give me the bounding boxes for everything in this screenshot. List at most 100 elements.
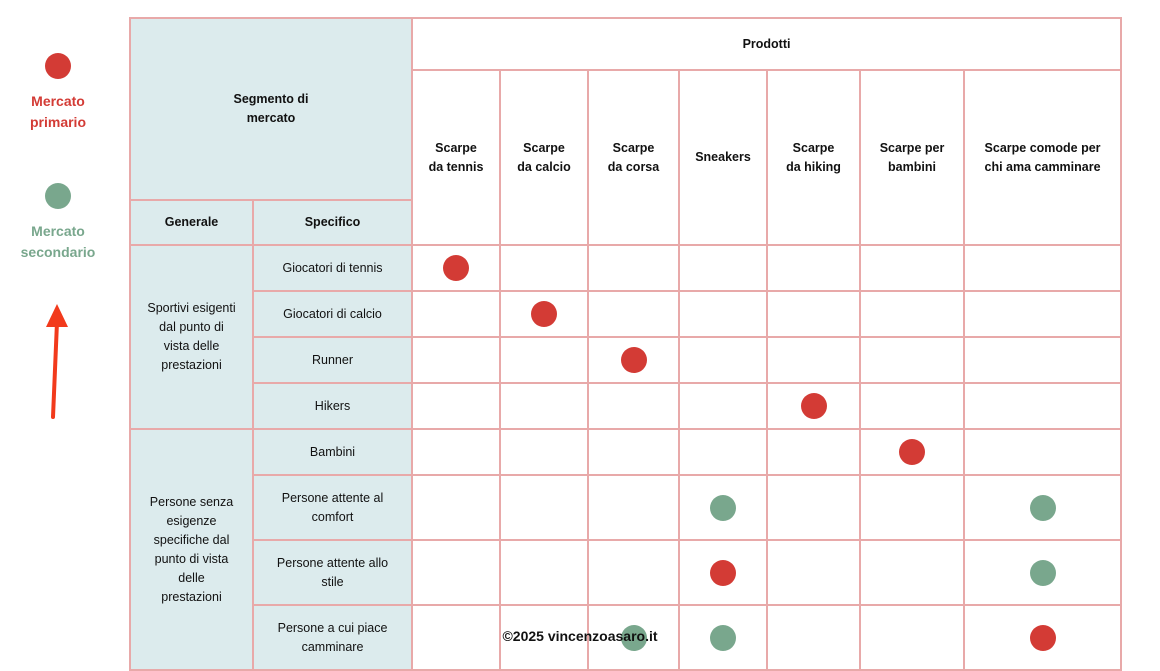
matrix-cell bbox=[499, 428, 590, 476]
secondary-market-dot bbox=[710, 494, 737, 521]
matrix-cell bbox=[766, 428, 862, 476]
matrix-cell bbox=[963, 428, 1123, 476]
matrix-cell bbox=[859, 474, 966, 541]
secondary-market-dot-icon bbox=[45, 183, 71, 209]
matrix-cell bbox=[766, 244, 862, 292]
products-row: Scarpe da tennis Scarpe da calcio Scarpe da c… bbox=[130, 69, 1123, 246]
matrix-cell bbox=[859, 336, 966, 384]
matrix-cell bbox=[963, 382, 1123, 430]
primary-market-dot bbox=[899, 439, 926, 465]
segment-row: Runner bbox=[130, 336, 1123, 384]
header-row-top: Segmento di mercato Prodotti bbox=[128, 17, 1123, 201]
matrix-cell bbox=[587, 428, 681, 476]
matrix-cell bbox=[499, 382, 590, 430]
product-header: Scarpe per bambini bbox=[859, 69, 966, 246]
secondary-market-dot bbox=[1029, 559, 1056, 586]
product-header: Scarpe da hiking bbox=[766, 69, 862, 246]
segment-row: Sportivi esigenti dal punto di vista delle… bbox=[129, 244, 1123, 430]
primary-market-dot-icon bbox=[45, 53, 71, 79]
matrix-cell bbox=[411, 539, 502, 606]
matrix-cell bbox=[766, 382, 862, 430]
matrix-cell bbox=[859, 382, 966, 430]
primary-market-dot bbox=[800, 393, 827, 419]
specific-segment-label: Giocatori di calcio bbox=[251, 290, 414, 338]
matrix-cell bbox=[678, 244, 769, 292]
product-header: Sneakers bbox=[678, 69, 769, 246]
matrix-cell bbox=[766, 539, 862, 606]
matrix-cell bbox=[859, 539, 966, 606]
matrix-cell bbox=[963, 290, 1123, 338]
specific-segment-label: Persone attente allo stile bbox=[251, 539, 414, 606]
segment-row: Giocatori di calcio bbox=[130, 290, 1123, 338]
matrix-cell bbox=[766, 474, 862, 541]
general-header: Generale bbox=[129, 199, 254, 246]
secondary-market-dot bbox=[710, 624, 737, 651]
matrix-cell bbox=[859, 428, 966, 476]
segment-row: Hikers bbox=[130, 382, 1123, 430]
copyright-footer: ©2025 vincenzoasaro.it bbox=[502, 628, 658, 644]
matrix-cell bbox=[678, 382, 769, 430]
matrix-cell bbox=[678, 336, 769, 384]
segmentation-table: Segmento di mercato Prodotti Scarpe da tenni… bbox=[128, 17, 1123, 671]
matrix-cell bbox=[766, 336, 862, 384]
secondary-market-label: Mercato secondario bbox=[20, 223, 96, 260]
matrix-cell bbox=[411, 428, 502, 476]
matrix-cell bbox=[678, 428, 769, 476]
matrix-cell bbox=[963, 539, 1123, 606]
segmentation-matrix: Segmento di mercato Prodotti Scarpe da tenni… bbox=[128, 17, 1123, 671]
specific-segment-label: Runner bbox=[251, 336, 414, 384]
specific-segment-label: Giocatori di tennis bbox=[251, 244, 414, 292]
secondary-market-dot bbox=[620, 624, 647, 651]
matrix-cell bbox=[963, 336, 1123, 384]
matrix-cell bbox=[499, 290, 590, 338]
secondary-market-dot bbox=[1029, 494, 1056, 521]
matrix-cell bbox=[859, 244, 966, 292]
matrix-cell bbox=[587, 336, 681, 384]
product-header: Scarpe da corsa bbox=[587, 69, 681, 246]
primary-market-dot bbox=[710, 559, 737, 586]
specific-segment-label: Bambini bbox=[251, 428, 414, 476]
matrix-cell bbox=[411, 382, 502, 430]
matrix-cell bbox=[678, 474, 769, 541]
matrix-cell bbox=[499, 336, 590, 384]
matrix-cell bbox=[587, 244, 681, 292]
matrix-cell bbox=[587, 382, 681, 430]
matrix-cell bbox=[499, 244, 590, 292]
matrix-cell bbox=[587, 474, 681, 541]
product-header: Scarpe da calcio bbox=[499, 69, 590, 246]
products-title: Prodotti bbox=[411, 17, 1123, 71]
primary-market-dot bbox=[1029, 624, 1056, 651]
matrix-cell bbox=[963, 474, 1123, 541]
matrix-cell bbox=[411, 474, 502, 541]
specific-header: Specifico bbox=[251, 199, 414, 246]
product-header: Scarpe da tennis bbox=[411, 69, 502, 246]
product-header: Scarpe comode per chi ama camminare bbox=[963, 69, 1123, 246]
legend: Mercato primario Mercato secondario bbox=[0, 0, 118, 653]
matrix-cell bbox=[587, 290, 681, 338]
matrix-cell bbox=[766, 290, 862, 338]
matrix-cell bbox=[499, 474, 590, 541]
matrix-cell bbox=[411, 244, 502, 292]
matrix-cell bbox=[411, 336, 502, 384]
segment-row: Persone senza esigenze specifiche dal punto… bbox=[129, 428, 1123, 671]
matrix-cell bbox=[587, 539, 681, 606]
matrix-cell bbox=[859, 290, 966, 338]
primary-market-dot bbox=[443, 255, 470, 281]
specific-segment-label: Persone attente al comfort bbox=[251, 474, 414, 541]
primary-market-dot bbox=[531, 301, 558, 327]
up-arrow-icon bbox=[46, 304, 68, 419]
matrix-cell bbox=[678, 539, 769, 606]
matrix-cell bbox=[963, 244, 1123, 292]
general-segment-label: Sportivi esigenti dal punto di vista delle… bbox=[129, 244, 254, 430]
matrix-cell bbox=[678, 290, 769, 338]
segment-row: Persone attente al comfort bbox=[130, 474, 1123, 541]
specific-segment-label: Hikers bbox=[251, 382, 414, 430]
general-segment-label: Persone senza esigenze specifiche dal punto… bbox=[129, 428, 254, 671]
arrow-head bbox=[46, 304, 68, 327]
matrix-cell bbox=[411, 290, 502, 338]
subheader-row: Generale Specifico bbox=[129, 199, 1121, 246]
segment-row: Persone attente allo stile bbox=[130, 539, 1123, 606]
matrix-cell bbox=[499, 539, 590, 606]
primary-market-dot bbox=[620, 347, 647, 373]
segment-title: Segmento di mercato bbox=[128, 17, 414, 201]
